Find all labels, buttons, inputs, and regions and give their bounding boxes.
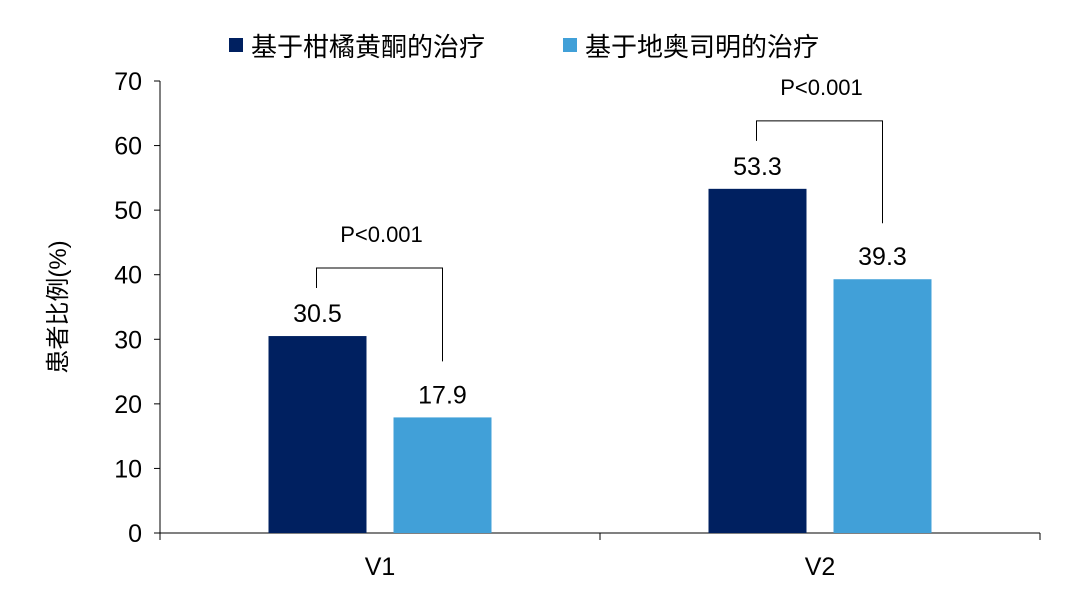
y-tick-label: 0 bbox=[128, 520, 142, 548]
x-tick-label: V1 bbox=[365, 553, 396, 581]
significance-annotations: P<0.001 P<0.001 bbox=[316, 75, 883, 362]
bar-V2-series-1 bbox=[708, 188, 807, 533]
y-tick-label: 40 bbox=[114, 262, 142, 290]
y-tick-label: 70 bbox=[114, 68, 142, 96]
x-axis: V1 V2 bbox=[159, 532, 1041, 581]
significance-bracket bbox=[316, 267, 443, 362]
p-value-label: P<0.001 bbox=[340, 222, 423, 247]
data-label: 39.3 bbox=[858, 243, 907, 271]
significance-bracket bbox=[756, 120, 883, 224]
y-tick-label: 50 bbox=[114, 197, 142, 225]
y-tick-label: 20 bbox=[114, 391, 142, 419]
legend-label-series-1: 基于柑橘黄酮的治疗 bbox=[251, 32, 485, 62]
bars: 30.5 17.9 53.3 39.3 bbox=[268, 153, 932, 533]
legend: 基于柑橘黄酮的治疗 基于地奥司明的治疗 bbox=[229, 32, 819, 62]
bar-V2-series-2 bbox=[833, 279, 932, 533]
data-label: 30.5 bbox=[293, 300, 342, 328]
data-label: 17.9 bbox=[418, 381, 467, 409]
y-axis: 0 10 20 30 40 50 60 70 bbox=[114, 68, 161, 548]
legend-swatch-series-2 bbox=[563, 38, 577, 52]
legend-label-series-2: 基于地奥司明的治疗 bbox=[585, 32, 819, 62]
y-axis-title: 患者比例(%) bbox=[45, 240, 72, 373]
legend-swatch-series-1 bbox=[229, 38, 243, 52]
y-tick-label: 30 bbox=[114, 326, 142, 354]
bar-V1-series-2 bbox=[393, 417, 492, 533]
p-value-label: P<0.001 bbox=[780, 75, 863, 100]
x-tick-label: V2 bbox=[805, 553, 836, 581]
data-label: 53.3 bbox=[733, 153, 782, 181]
y-tick-label: 10 bbox=[114, 455, 142, 483]
y-tick-label: 60 bbox=[114, 133, 142, 161]
bar-V1-series-1 bbox=[268, 336, 367, 533]
